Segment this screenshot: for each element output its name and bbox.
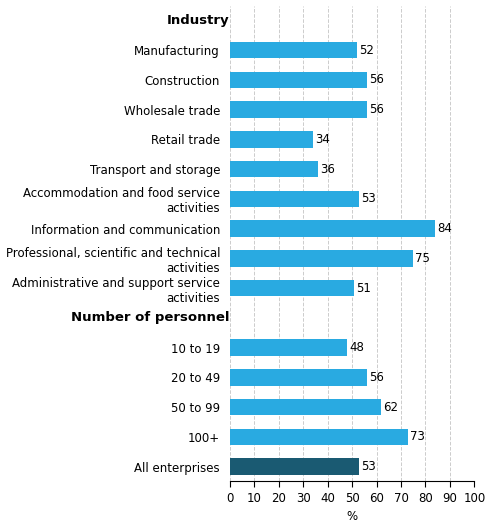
Bar bbox=[230, 459, 359, 475]
Text: Industry: Industry bbox=[167, 14, 230, 27]
Bar bbox=[230, 340, 347, 356]
Text: 53: 53 bbox=[361, 193, 376, 205]
Text: 84: 84 bbox=[437, 222, 452, 235]
Bar bbox=[230, 72, 367, 88]
Bar bbox=[230, 428, 409, 445]
Bar bbox=[230, 399, 382, 415]
Bar bbox=[230, 250, 413, 267]
Text: Number of personnel: Number of personnel bbox=[71, 312, 230, 324]
Text: 51: 51 bbox=[356, 281, 371, 295]
Text: 36: 36 bbox=[320, 162, 335, 176]
Text: 53: 53 bbox=[361, 460, 376, 473]
Bar bbox=[230, 280, 355, 296]
X-axis label: %: % bbox=[347, 510, 357, 523]
Text: 56: 56 bbox=[369, 74, 383, 86]
Text: 62: 62 bbox=[383, 400, 398, 414]
Text: 56: 56 bbox=[369, 103, 383, 116]
Bar bbox=[230, 102, 367, 118]
Text: 52: 52 bbox=[359, 44, 374, 57]
Bar bbox=[230, 221, 435, 237]
Bar bbox=[230, 42, 357, 58]
Text: 48: 48 bbox=[349, 341, 364, 354]
Text: 56: 56 bbox=[369, 371, 383, 384]
Bar bbox=[230, 191, 359, 207]
Bar bbox=[230, 161, 318, 177]
Bar bbox=[230, 131, 313, 148]
Text: 34: 34 bbox=[315, 133, 330, 146]
Bar bbox=[230, 369, 367, 386]
Text: 75: 75 bbox=[415, 252, 430, 265]
Text: 73: 73 bbox=[410, 431, 425, 443]
